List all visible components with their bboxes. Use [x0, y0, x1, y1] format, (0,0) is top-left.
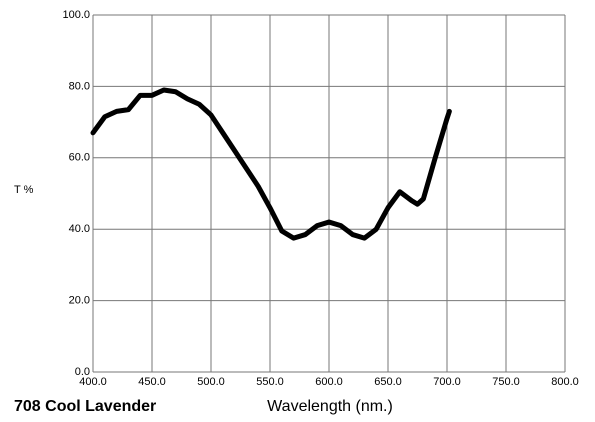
y-tick-label: 100.0 [62, 9, 90, 21]
x-tick-label: 450.0 [138, 376, 166, 388]
x-tick-label: 750.0 [492, 376, 520, 388]
x-tick-label: 650.0 [374, 376, 402, 388]
x-tick-label: 550.0 [256, 376, 284, 388]
x-tick-label: 500.0 [197, 376, 225, 388]
x-tick-label: 600.0 [315, 376, 343, 388]
chart-title: 708 Cool Lavender [14, 398, 156, 415]
y-tick-label: 0.0 [75, 366, 90, 378]
y-tick-label: 20.0 [69, 295, 90, 307]
y-tick-label: 60.0 [69, 152, 90, 164]
y-axis-label: T % [14, 184, 34, 196]
y-tick-label: 80.0 [69, 80, 90, 92]
data-line [90, 87, 452, 241]
x-tick-label: 700.0 [433, 376, 461, 388]
x-tick-label: 400.0 [79, 376, 107, 388]
y-tick-label: 40.0 [69, 223, 90, 235]
x-tick-label: 800.0 [551, 376, 579, 388]
x-axis-label: Wavelength (nm.) [267, 398, 393, 415]
